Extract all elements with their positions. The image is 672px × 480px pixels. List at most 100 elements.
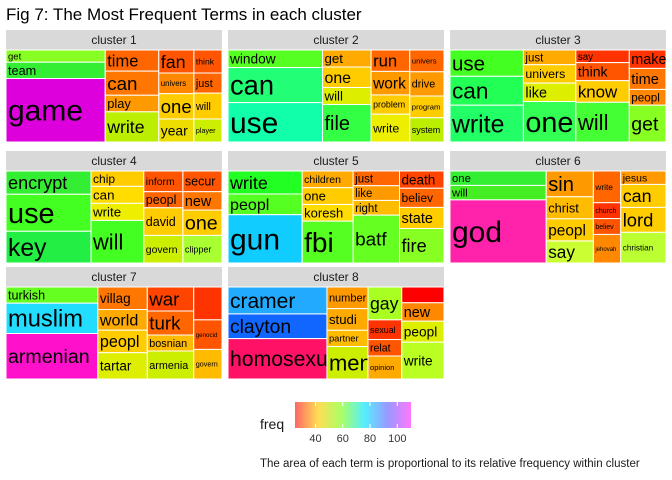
panel-header-label: cluster 4 [91,154,137,168]
term-label: fbi [304,227,334,258]
term-tile [326,346,369,380]
panel-header-label: cluster 7 [91,270,137,284]
term-tile [104,111,160,143]
term-tile [5,333,99,380]
term-label: time [107,52,138,70]
term-label: just [195,78,213,90]
panel-header-bg [6,151,222,171]
term-label: can [93,188,114,203]
term-label: window [229,52,276,67]
term-label: new [404,305,431,321]
term-tile [227,313,328,340]
term-label: new [185,194,212,210]
term-label: studi [329,312,357,327]
term-label: write [106,117,145,137]
term-label: drive [412,79,435,91]
term-tile [620,231,667,264]
term-tile [5,302,99,335]
term-label: player [196,126,216,135]
panel-header-label: cluster 8 [313,270,359,284]
term-label: think [196,57,215,67]
term-tile [193,348,223,380]
panel-header-bg [228,151,444,171]
term-label: muslim [8,307,83,333]
term-tile [146,286,195,312]
term-label: think [578,64,609,80]
term-label: know [578,82,618,101]
term-label: right [355,203,378,215]
panel-cluster-2: cluster 2 window can use get one will file run wo… [227,30,445,143]
term-label: will [577,110,609,135]
term-label: file [325,113,350,135]
term-label: relat [370,343,391,355]
panel-cluster-1: cluster 1 get team game time can play write fan u… [5,30,223,143]
term-label: inform [146,177,175,188]
panel-header-bg [6,267,222,287]
term-label: time [631,72,659,88]
term-label: lord [623,209,654,230]
term-label: work [372,76,406,93]
term-label: opinion [370,363,395,372]
panel-cluster-8: cluster 8 cramer clayton homosexu number stud… [227,267,445,380]
term-label: gay [370,294,399,314]
term-label: god [452,216,502,249]
term-tile [227,102,323,143]
term-label: say [578,52,593,63]
panel-header-bg [228,267,444,287]
panel-header-bg [450,151,666,171]
panel-header-label: cluster 1 [91,33,137,47]
legend-tick-label: 100 [388,433,406,445]
panel-header-bg [6,30,222,50]
legend-title: freq [260,416,285,432]
term-label: armenian [8,346,90,368]
term-label: just [524,52,544,64]
term-label: partner [329,333,359,344]
term-label: problem [373,100,405,110]
term-label: govern [146,245,178,256]
term-label: write [92,205,121,220]
term-label: system [412,125,441,135]
term-label: use [8,198,55,230]
term-tile [5,77,106,143]
term-label: homosexu [230,348,328,371]
term-tile [367,286,403,321]
term-label: make [631,52,666,68]
term-label: key [8,235,47,262]
term-label: team [8,64,36,78]
term-label: one [185,213,218,235]
term-label: fan [161,52,186,72]
term-label: christian [623,244,654,253]
term-tile [5,193,92,232]
term-label: will [451,188,468,200]
term-label: turk [149,313,181,334]
term-tile [227,338,328,380]
term-label: one [525,107,573,139]
panel-cluster-6: cluster 6 one will god sin christ peopl say writ… [449,151,667,264]
term-label: use [452,52,485,75]
chart-caption: The area of each term is proportional to… [260,458,640,470]
term-label: tartar [100,359,132,374]
term-label: peopl [548,222,586,239]
panel-cluster-7: cluster 7 turkish muslim armenian villag worl… [5,267,223,380]
term-label: govern [196,360,218,369]
term-label: batf [355,230,387,251]
term-tile [5,230,92,264]
term-tile [182,209,223,236]
term-label: christ [548,200,579,215]
term-tile [193,319,223,350]
term-label: play [107,96,131,111]
term-label: univers [161,79,186,88]
legend-tick-label: 80 [364,433,376,445]
panel-cluster-4: cluster 4 encrypt use key chip can write will in… [5,151,223,264]
term-label: get [325,51,344,66]
term-tile [146,350,195,380]
term-label: believ [402,191,434,205]
term-label: write [372,121,399,135]
term-label: war [148,289,179,310]
term-label: use [230,107,278,140]
term-label: sin [548,174,574,196]
term-label: write [451,111,504,138]
term-tile [227,67,323,104]
panel-cluster-3: cluster 3 use can write just univers like one sa… [449,30,667,143]
term-label: one [161,96,192,117]
